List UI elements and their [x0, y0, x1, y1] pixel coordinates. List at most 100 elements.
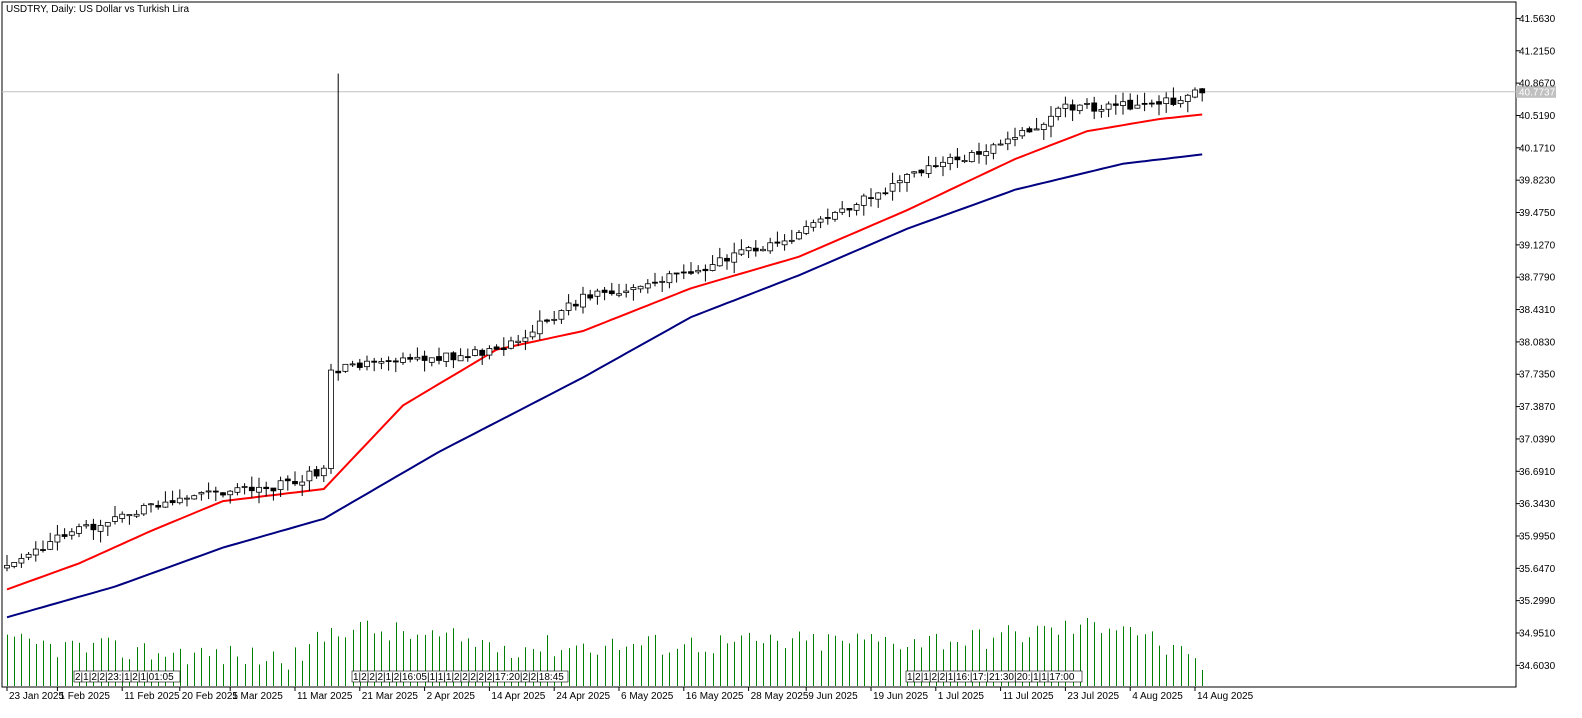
- candle-up: [241, 486, 248, 488]
- candle-down: [587, 294, 594, 299]
- candle-up: [126, 514, 133, 517]
- candle-up: [400, 357, 406, 363]
- candle-down: [976, 151, 982, 155]
- x-tick-label: 2 Apr 2025: [427, 691, 476, 702]
- candle-up: [508, 340, 514, 349]
- candle-up: [234, 487, 241, 493]
- candle-up: [18, 558, 25, 564]
- candle-up: [1033, 128, 1040, 131]
- candle-down: [572, 303, 579, 307]
- x-tick-label: 23 Jul 2025: [1067, 691, 1119, 702]
- candle-up: [817, 218, 824, 223]
- candle-down: [40, 549, 46, 551]
- candle-up: [558, 310, 565, 320]
- y-tick-label: 39.4750: [1519, 208, 1556, 219]
- candle-up: [580, 293, 586, 308]
- candle-up: [227, 490, 234, 496]
- candle-up: [709, 264, 716, 271]
- candle-down: [270, 487, 277, 492]
- y-tick-label: 38.4310: [1519, 305, 1556, 316]
- x-tick-label: 23 Jan 2025: [9, 691, 64, 702]
- candle-down: [608, 290, 615, 295]
- candle-up: [1184, 94, 1191, 102]
- candle-down: [544, 319, 550, 322]
- current-price-label: 40.7737: [1519, 87, 1556, 98]
- candle-up: [97, 525, 104, 532]
- candle-down: [292, 481, 298, 485]
- candle-up: [997, 143, 1004, 146]
- candle-up: [176, 497, 183, 504]
- candle-up: [623, 290, 630, 293]
- candle-up: [428, 357, 435, 363]
- candle-down: [90, 523, 97, 531]
- candle-down: [371, 360, 378, 363]
- candle-down: [601, 289, 608, 293]
- y-tick-label: 41.5630: [1519, 14, 1556, 25]
- volume-layer: [7, 618, 1203, 686]
- candle-down: [1026, 128, 1033, 133]
- candle-up: [1040, 123, 1047, 130]
- candle-up: [961, 160, 968, 163]
- candle-up: [731, 252, 738, 263]
- candle-up: [781, 240, 788, 246]
- candle-up: [860, 195, 867, 206]
- candle-down: [680, 271, 687, 274]
- candle-up: [32, 548, 39, 556]
- candle-down: [1069, 104, 1076, 111]
- event-marker-box: [73, 670, 181, 683]
- candle-up: [767, 242, 774, 252]
- candle-up: [947, 156, 954, 165]
- candle-up: [940, 161, 946, 168]
- candle-down: [1141, 102, 1148, 105]
- candle-down: [313, 469, 320, 477]
- price-axis[interactable]: 41.5630 41.2150 40.8670 40.5190 40.1710 39.82…: [1516, 14, 1556, 672]
- candle-up: [616, 293, 622, 296]
- candle-up: [594, 290, 601, 297]
- candle-up: [565, 302, 572, 311]
- candle-up: [911, 171, 918, 174]
- candle-up: [54, 534, 61, 543]
- x-tick-label: 24 Apr 2025: [556, 691, 610, 702]
- candle-up: [760, 248, 766, 252]
- current-price-tag: [1516, 85, 1556, 98]
- x-tick-label: 1 Mar 2025: [232, 691, 283, 702]
- candle-up: [83, 524, 90, 527]
- candle-up: [716, 257, 723, 267]
- candle-up: [11, 562, 18, 567]
- y-tick-label: 34.6030: [1519, 661, 1556, 672]
- candle-down: [61, 534, 68, 537]
- candle-up: [983, 151, 990, 157]
- candle-up: [644, 283, 651, 289]
- candle-down: [385, 360, 392, 362]
- candle-up: [1120, 101, 1126, 106]
- candle-up: [1012, 137, 1018, 140]
- candle-up: [536, 320, 543, 335]
- candle-down: [500, 347, 507, 351]
- event-marker-text: 2|1|2|2|23:|1|2|1|01:05: [75, 672, 174, 683]
- y-tick-label: 35.6470: [1519, 564, 1556, 575]
- candle-up: [1098, 109, 1105, 112]
- candle-up: [140, 505, 147, 515]
- ma-slow-line: [6, 153, 1203, 619]
- y-tick-label: 38.0830: [1519, 337, 1556, 348]
- candle-down: [407, 357, 414, 360]
- candle-up: [277, 480, 284, 490]
- candle-up: [472, 349, 478, 356]
- candle-up: [342, 363, 349, 372]
- candle-up: [896, 180, 903, 184]
- candle-up: [788, 239, 795, 242]
- x-tick-label: 20 Feb 2025: [182, 691, 239, 702]
- event-marker-layer: 2|1|2|2|23:|1|2|1|01:05 1|2|2|2|1|2|16:05…: [73, 670, 1083, 683]
- candle-up: [378, 361, 385, 364]
- y-tick-label: 35.9950: [1519, 531, 1556, 542]
- y-tick-label: 41.2150: [1519, 46, 1556, 57]
- candle-up: [486, 348, 493, 356]
- x-tick-label: 19 Jun 2025: [873, 691, 928, 702]
- candle-down: [220, 492, 226, 496]
- candle-up: [1105, 103, 1112, 110]
- candle-down: [169, 500, 176, 504]
- y-tick-label: 40.8670: [1519, 79, 1556, 90]
